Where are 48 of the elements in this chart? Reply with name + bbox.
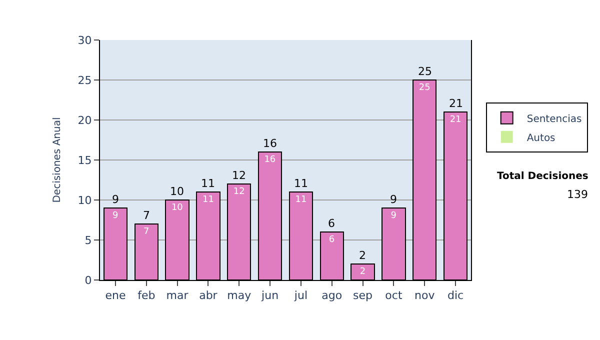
total-label: 16	[263, 137, 277, 150]
total-label: 2	[359, 249, 366, 262]
total-label: 10	[170, 185, 184, 198]
x-tick-label: sep	[353, 289, 373, 302]
x-tick-label: may	[227, 289, 252, 302]
data-label: 9	[112, 211, 118, 221]
data-label: 11	[202, 195, 214, 205]
data-label: 2	[360, 267, 366, 277]
x-tick-label: jun	[260, 289, 279, 302]
y-tick-label: 20	[78, 114, 92, 127]
x-tick-label: ago	[322, 289, 342, 302]
total-label: 9	[390, 193, 397, 206]
y-tick-label: 25	[78, 74, 92, 87]
total-label: 11	[294, 177, 308, 190]
total-label: 21	[449, 97, 463, 110]
y-axis-title: Decisiones Anual	[52, 117, 63, 203]
total-label: 25	[418, 65, 432, 78]
data-label: 6	[328, 235, 335, 245]
total-label: 12	[232, 169, 246, 182]
total-label: 7	[143, 209, 150, 222]
data-label: 12	[233, 187, 245, 197]
x-tick-label: dic	[447, 289, 464, 302]
total-label: 9	[112, 193, 119, 206]
legend-label: Autos	[526, 132, 556, 144]
y-tick-label: 0	[84, 274, 92, 287]
data-label: 9	[390, 211, 397, 221]
x-tick-label: jul	[293, 289, 308, 302]
data-label: 7	[144, 227, 150, 237]
data-label: 16	[264, 155, 276, 165]
y-tick-label: 30	[78, 34, 92, 47]
text: 139	[567, 188, 588, 201]
data-label: 25	[418, 83, 430, 93]
x-tick-label: nov	[414, 289, 436, 302]
x-tick-label: oct	[385, 289, 403, 302]
y-tick-label: 15	[78, 154, 92, 167]
total-label: 6	[328, 217, 335, 230]
x-tick-label: abr	[199, 289, 218, 302]
data-label: 11	[295, 195, 307, 205]
y-tick-label: 5	[84, 234, 92, 247]
total-label: 11	[201, 177, 215, 190]
x-tick-label: feb	[138, 289, 156, 302]
legend-label: Sentencias	[526, 114, 582, 125]
data-label: 21	[450, 115, 462, 125]
y-tick-label: 10	[78, 194, 92, 207]
text: Total Decisiones	[497, 171, 588, 182]
data-label: 10	[171, 203, 184, 213]
x-tick-label: mar	[166, 289, 189, 302]
x-tick-label: ene	[105, 289, 126, 302]
